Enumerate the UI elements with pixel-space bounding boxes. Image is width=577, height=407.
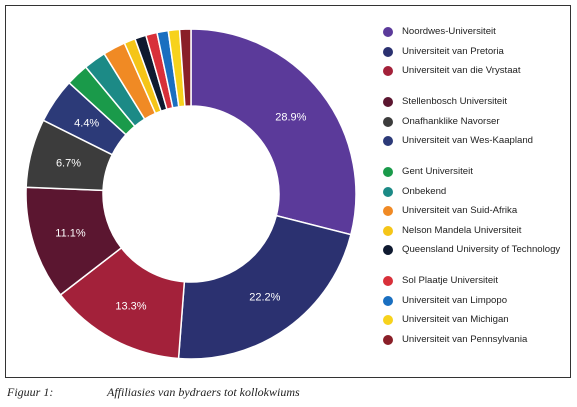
legend-swatch [383,66,393,76]
legend-item-10: Queensland University of Technology [383,244,573,275]
legend-label: Onbekend [402,185,447,197]
slice-label-3: 11.1% [55,227,86,239]
legend-label: Onafhanklike Navorser [402,115,500,127]
caption-text: Affiliasies van bydraers tot kollokwiums [107,385,300,399]
legend-swatch [383,245,393,255]
legend-label: Universiteit van Pretoria [402,45,504,57]
legend-item-8: Universiteit van Suid-Afrika [383,205,573,225]
legend-item-6: Gent Universiteit [383,166,573,186]
legend-item-2: Universiteit van die Vrystaat [383,65,573,96]
legend-label: Universiteit van Wes-Kaapland [402,135,534,146]
legend-swatch [383,136,393,146]
legend-label: Stellenbosch Universiteit [402,96,508,107]
legend-item-7: Onbekend [383,186,573,206]
legend-label: Universiteit van Limpopo [402,294,508,306]
donut-chart: 28.9% 22.2% 13.3% 11.1% 6.7% 4.4% [25,28,357,360]
legend-swatch [383,315,393,325]
legend-item-5: Universiteit van Wes-Kaapland [383,135,573,166]
legend-swatch [383,295,393,306]
legend-item-12: Universiteit van Limpopo [383,295,573,315]
legend-label: Universiteit van Pennsylvania [402,333,528,345]
legend-label: Gent Universiteit [402,166,473,177]
legend-label: Universiteit van die Vrystaat [402,65,521,76]
legend-label: Sol Plaatje Universiteit [402,275,498,286]
legend-item-4: Onafhanklike Navorser [383,116,573,136]
legend-label: Universiteit van Michigan [402,314,509,325]
legend-item-11: Sol Plaatje Universiteit [383,275,573,295]
slice-14 [178,28,192,108]
slice-label-4: 6.7% [56,157,81,169]
legend-swatch [383,116,393,127]
legend-item-14: Universiteit van Pennsylvania [383,334,573,365]
legend-swatch [383,206,393,216]
legend-item-9: Nelson Mandela Universiteit [383,225,573,245]
slice-label-2: 13.3% [115,300,146,312]
chart-legend: Noordwes-Universiteit Universiteit van Pr… [383,26,573,365]
slice-1 [177,214,352,360]
legend-swatch [383,97,393,107]
legend-swatch [383,225,393,236]
legend-item-1: Universiteit van Pretoria [383,46,573,66]
legend-label: Queensland University of Technology [402,244,561,255]
legend-swatch [383,27,393,37]
slice-label-5: 4.4% [74,117,99,129]
figure-frame: 28.9% 22.2% 13.3% 11.1% 6.7% 4.4% Noordwes-Un… [5,5,571,378]
caption-number: Figuur 1: [7,385,54,399]
slice-label-1: 22.2% [249,292,280,304]
legend-item-13: Universiteit van Michigan [383,314,573,334]
legend-label: Nelson Mandela Universiteit [402,224,522,236]
slice-0 [190,28,357,236]
legend-swatch [383,334,393,345]
legend-label: Universiteit van Suid-Afrika [402,205,518,216]
legend-swatch [383,276,393,286]
slice-label-0: 28.9% [275,111,306,123]
legend-swatch [383,167,393,177]
legend-item-0: Noordwes-Universiteit [383,26,573,46]
figure-caption: Figuur 1: Affiliasies van bydraers tot ko… [7,385,300,400]
legend-label: Noordwes-Universiteit [402,26,496,37]
legend-item-3: Stellenbosch Universiteit [383,96,573,116]
legend-swatch [383,46,393,57]
legend-swatch [383,186,393,197]
